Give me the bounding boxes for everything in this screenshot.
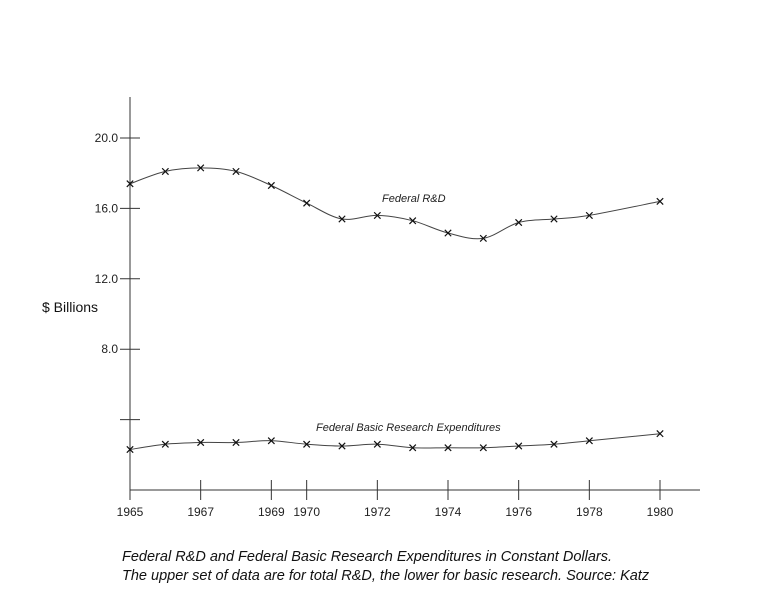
axes: 20.0 16.0 12.0 8.0 1965 1967 1969 1970 1972 1974 1… xyxy=(95,97,700,519)
data-point-basic-research xyxy=(656,430,664,438)
caption-line-2: The upper set of data are for total R&D,… xyxy=(122,568,650,584)
data-point-federal-rd xyxy=(656,197,664,205)
data-point-federal-rd xyxy=(479,234,487,242)
marker-stroke xyxy=(409,217,417,225)
x-tick-label: 1965 xyxy=(117,505,144,519)
data-point-federal-rd xyxy=(232,167,240,176)
data-point-federal-rd xyxy=(267,181,275,190)
x-tick-label: 1969 xyxy=(258,505,285,519)
x-tick-label: 1980 xyxy=(647,505,674,519)
marker-stroke xyxy=(197,164,205,172)
data-point-federal-rd xyxy=(585,211,593,220)
marker-stroke xyxy=(656,430,664,438)
caption-line-1: Federal R&D and Federal Basic Research E… xyxy=(122,549,613,565)
marker-stroke xyxy=(161,440,169,448)
series-label-federal-rd: Federal R&D xyxy=(382,193,446,205)
series-lines xyxy=(129,167,661,451)
x-tick-label: 1976 xyxy=(505,505,532,519)
data-point-basic-research xyxy=(338,442,346,450)
marker-stroke xyxy=(197,438,205,447)
data-point-federal-rd xyxy=(303,199,311,207)
x-tick-label: 1970 xyxy=(293,505,320,519)
data-point-basic-research xyxy=(515,442,523,450)
marker-stroke xyxy=(161,167,169,176)
data-point-basic-research xyxy=(409,444,417,452)
y-tick-label: 20.0 xyxy=(95,131,119,145)
data-point-federal-rd xyxy=(197,164,205,172)
marker-stroke xyxy=(267,181,275,190)
data-point-basic-research xyxy=(267,437,275,445)
data-point-federal-rd xyxy=(126,180,134,188)
x-tick-label: 1974 xyxy=(435,505,462,519)
chart: 20.0 16.0 12.0 8.0 1965 1967 1969 1970 1972 1974 1… xyxy=(42,97,700,519)
data-point-federal-rd xyxy=(550,215,558,223)
y-tick-label: 16.0 xyxy=(95,201,119,215)
marker-stroke xyxy=(232,438,240,447)
data-point-federal-rd xyxy=(373,211,381,220)
figure-caption: Federal R&D and Federal Basic Research E… xyxy=(122,548,762,586)
data-point-federal-rd xyxy=(161,167,169,176)
x-tick-label: 1967 xyxy=(187,505,214,519)
data-point-basic-research xyxy=(444,444,452,452)
data-point-basic-research xyxy=(197,438,205,447)
data-point-federal-rd xyxy=(515,218,523,227)
y-tick-label: 12.0 xyxy=(95,272,119,286)
marker-stroke xyxy=(338,215,346,223)
marker-stroke xyxy=(444,229,452,237)
data-point-basic-research xyxy=(126,445,134,454)
marker-stroke xyxy=(373,440,381,448)
data-point-basic-research xyxy=(550,440,558,448)
data-point-federal-rd xyxy=(444,229,452,237)
data-point-basic-research xyxy=(303,440,311,448)
data-point-basic-research xyxy=(161,440,169,448)
x-tick-label: 1978 xyxy=(576,505,603,519)
marker-stroke xyxy=(303,199,311,207)
marker-stroke xyxy=(267,437,275,445)
series-line-basic-research xyxy=(129,433,661,451)
marker-stroke xyxy=(515,218,523,227)
marker-stroke xyxy=(373,211,381,220)
data-point-federal-rd xyxy=(409,217,417,225)
marker-stroke xyxy=(585,437,593,445)
markers xyxy=(126,164,664,454)
y-tick-label: 8.0 xyxy=(101,342,118,356)
marker-stroke xyxy=(479,444,487,452)
x-tick-label: 1972 xyxy=(364,505,391,519)
data-point-basic-research xyxy=(585,437,593,445)
marker-stroke xyxy=(126,180,134,188)
marker-stroke xyxy=(479,234,487,242)
marker-stroke xyxy=(585,211,593,220)
marker-stroke xyxy=(550,215,558,223)
y-axis-label: $ Billions xyxy=(42,299,98,315)
marker-stroke xyxy=(550,440,558,448)
marker-stroke xyxy=(303,440,311,448)
series-label-basic-research: Federal Basic Research Expenditures xyxy=(316,422,501,434)
marker-stroke xyxy=(409,444,417,452)
data-point-federal-rd xyxy=(338,215,346,223)
marker-stroke xyxy=(656,197,664,205)
marker-stroke xyxy=(126,445,134,454)
data-point-basic-research xyxy=(479,444,487,452)
marker-stroke xyxy=(515,442,523,450)
data-point-basic-research xyxy=(232,438,240,447)
marker-stroke xyxy=(232,167,240,176)
data-point-basic-research xyxy=(373,440,381,448)
marker-stroke xyxy=(444,444,452,452)
marker-stroke xyxy=(338,442,346,450)
